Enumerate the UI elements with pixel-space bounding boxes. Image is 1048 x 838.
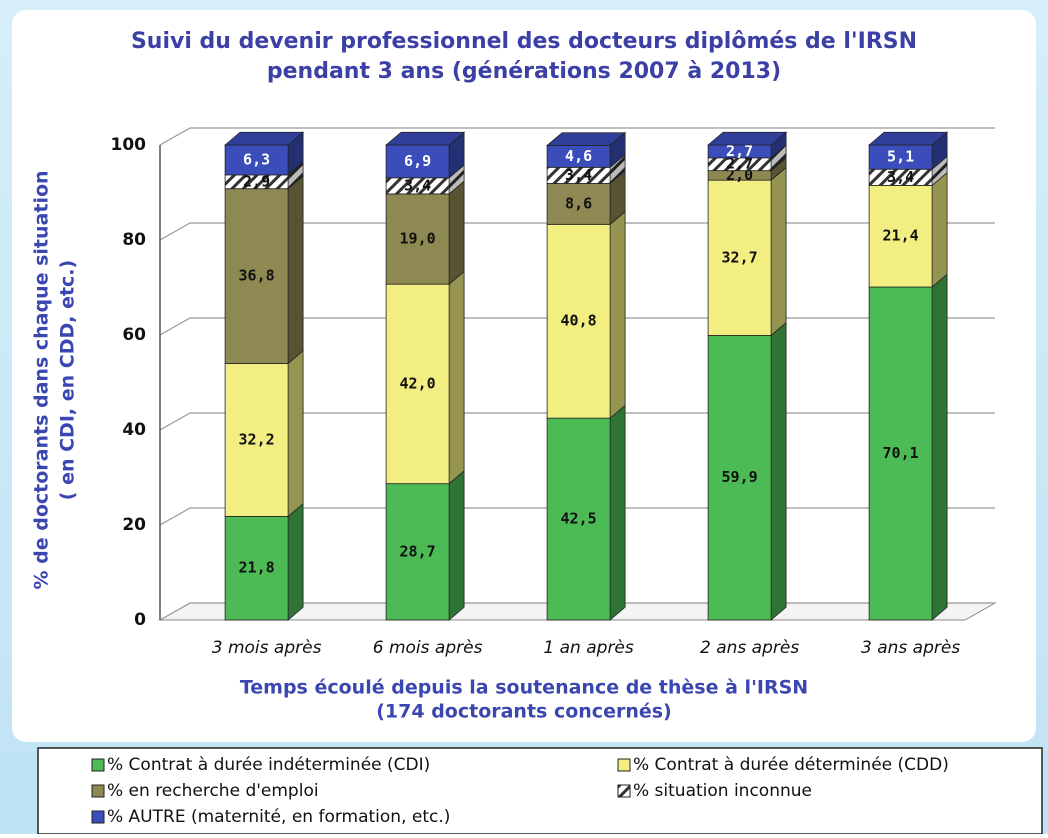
bar-side [287, 349, 304, 518]
bar [546, 223, 611, 419]
value-label: 42,0 [400, 374, 436, 392]
bar-side [609, 404, 626, 621]
value-label: 28,7 [400, 542, 436, 560]
value-label: 3,4 [565, 166, 592, 184]
value-label: 19,0 [400, 230, 436, 248]
bar-side [287, 175, 304, 365]
bar-top [707, 131, 788, 146]
bar [707, 179, 772, 336]
bar-top [546, 132, 627, 146]
x-tick-label: 2 ans après [700, 638, 799, 658]
x-axis-label: (174 doctorants concernés) [376, 701, 672, 723]
bar [707, 335, 772, 621]
y-tick-label: 40 [122, 420, 146, 440]
bar-side [448, 270, 465, 485]
legend-swatch [617, 784, 631, 798]
value-label: 3,4 [887, 168, 914, 186]
value-label: 21,8 [239, 559, 275, 577]
bar-side [931, 171, 948, 288]
bar [224, 516, 289, 621]
bar [224, 188, 289, 364]
value-label: 2,7 [726, 142, 753, 160]
bar-top [224, 131, 305, 146]
bar-side [609, 210, 626, 419]
value-label: 42,5 [561, 510, 597, 528]
x-tick-label: 1 an après [543, 638, 633, 658]
legend-swatch [91, 758, 105, 772]
bar [546, 417, 611, 621]
bar [224, 363, 289, 517]
legend-label: % situation inconnue [633, 781, 812, 801]
chart-title: pendant 3 ans (générations 2007 à 2013) [267, 59, 781, 84]
legend-label: % Contrat à durée indéterminée (CDI) [107, 755, 430, 775]
value-label: 6,9 [404, 152, 431, 170]
y-axis-label: ( en CDI, en CDD, etc.) [57, 260, 79, 500]
value-label: 32,7 [722, 248, 758, 266]
legend-swatch [91, 784, 105, 798]
y-tick-label: 100 [111, 135, 147, 155]
y-tick-label: 80 [122, 230, 146, 250]
chart-title: Suivi du devenir professionnel des docte… [131, 29, 917, 54]
value-label: 4,6 [565, 147, 592, 165]
value-label: 40,8 [561, 312, 597, 330]
bar [385, 483, 450, 621]
value-label: 5,1 [887, 148, 914, 166]
bar-top [868, 131, 949, 146]
y-axis-label: % de doctorants dans chaque situation [31, 170, 53, 589]
bar-top [385, 131, 466, 146]
x-tick-label: 3 ans après [861, 638, 960, 658]
legend-label: % Contrat à durée déterminée (CDD) [633, 755, 949, 775]
y-tick-label: 0 [134, 610, 146, 630]
grid-line [159, 127, 995, 146]
legend-box [37, 747, 1043, 835]
value-label: 36,8 [239, 267, 275, 285]
bar [385, 193, 450, 285]
x-axis-label: Temps écoulé depuis la soutenance de thè… [240, 677, 808, 699]
value-label: 3,4 [404, 176, 431, 194]
legend-swatch [91, 810, 105, 824]
bar-side [770, 321, 787, 621]
value-label: 2,7 [726, 155, 753, 173]
legend-label: % AUTRE (maternité, en formation, etc.) [107, 807, 450, 827]
x-tick-label: 3 mois après [212, 638, 322, 658]
y-tick-label: 60 [122, 325, 146, 345]
x-tick-label: 6 mois après [373, 638, 483, 658]
bar-side [287, 502, 304, 621]
value-label: 59,9 [722, 468, 758, 486]
value-label: 21,4 [883, 227, 919, 245]
legend-label: % en recherche d'emploi [107, 781, 319, 801]
y-tick-label: 20 [122, 515, 146, 535]
bar-side [448, 470, 465, 621]
value-label: 8,6 [565, 194, 592, 212]
value-label: 2,9 [243, 172, 270, 190]
value-label: 70,1 [883, 444, 919, 462]
bar-side [931, 273, 948, 621]
bar-side [448, 180, 465, 286]
value-label: 6,3 [243, 150, 270, 168]
bar [546, 183, 611, 225]
value-label: 32,2 [239, 430, 275, 448]
legend-swatch [617, 758, 631, 772]
bar-side [770, 166, 787, 337]
